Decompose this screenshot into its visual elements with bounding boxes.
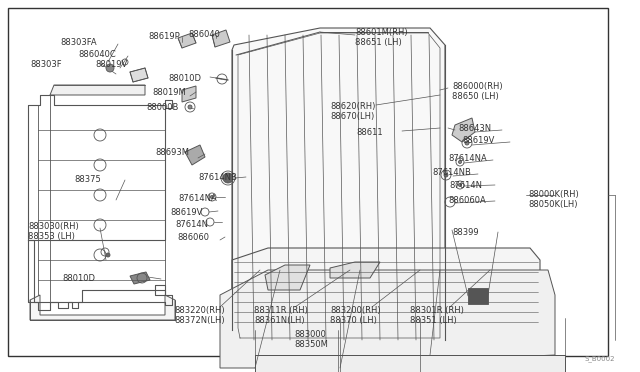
Text: 88311R (RH): 88311R (RH) [254, 306, 308, 315]
Text: 88399: 88399 [452, 228, 479, 237]
Polygon shape [220, 270, 555, 368]
Circle shape [106, 253, 110, 257]
Text: 88303F: 88303F [30, 60, 61, 69]
Circle shape [465, 141, 469, 145]
Text: 88670(LH): 88670(LH) [330, 112, 374, 121]
Text: 88619V: 88619V [170, 208, 202, 217]
Text: 88370 (LH): 88370 (LH) [330, 316, 377, 325]
Text: 88019M: 88019M [152, 88, 186, 97]
Text: 87614N: 87614N [449, 181, 482, 190]
Polygon shape [178, 33, 196, 48]
Polygon shape [265, 265, 310, 290]
Text: 886000(RH): 886000(RH) [452, 82, 502, 91]
Polygon shape [232, 28, 445, 340]
Text: 87614NB: 87614NB [198, 173, 237, 182]
Text: 88601M(RH): 88601M(RH) [355, 28, 408, 37]
Text: 88000B: 88000B [146, 103, 179, 112]
Text: 883030(RH): 883030(RH) [28, 222, 79, 231]
Text: 88375: 88375 [74, 175, 100, 184]
Circle shape [106, 64, 114, 72]
Text: 88619V: 88619V [462, 136, 494, 145]
Text: 88019V: 88019V [95, 60, 127, 69]
Polygon shape [130, 68, 148, 82]
Text: 88353 (LH): 88353 (LH) [28, 232, 75, 241]
Text: 88372N(LH): 88372N(LH) [174, 316, 225, 325]
Text: 88350M: 88350M [294, 340, 328, 349]
Bar [468, 288, 488, 304]
Text: 87614NA: 87614NA [178, 194, 217, 203]
Text: 87614NB: 87614NB [432, 168, 471, 177]
Text: 88619P: 88619P [148, 32, 180, 41]
Text: 883200(RH): 883200(RH) [330, 306, 381, 315]
Polygon shape [330, 262, 380, 278]
Polygon shape [185, 145, 205, 165]
Polygon shape [130, 272, 150, 284]
Circle shape [458, 183, 461, 186]
Polygon shape [50, 85, 145, 95]
Polygon shape [212, 30, 230, 47]
Text: 88650 (LH): 88650 (LH) [452, 92, 499, 101]
Polygon shape [452, 118, 475, 142]
Text: 88010D: 88010D [168, 74, 201, 83]
Polygon shape [232, 318, 540, 355]
Text: 88010D: 88010D [62, 274, 95, 283]
Text: 87614NA: 87614NA [448, 154, 487, 163]
Circle shape [188, 105, 192, 109]
Circle shape [458, 160, 461, 164]
Text: 88651 (LH): 88651 (LH) [355, 38, 402, 47]
Text: 87614N: 87614N [175, 220, 208, 229]
Text: 88693M: 88693M [155, 148, 189, 157]
Text: 88050K(LH): 88050K(LH) [528, 200, 577, 209]
Bar [255, 355, 565, 372]
Text: 886040: 886040 [188, 30, 220, 39]
Text: 88301R (RH): 88301R (RH) [410, 306, 464, 315]
Circle shape [211, 196, 214, 199]
Text: 88620(RH): 88620(RH) [330, 102, 376, 111]
Circle shape [444, 173, 448, 177]
Circle shape [223, 173, 233, 183]
Polygon shape [232, 248, 540, 330]
Text: 88351 (LH): 88351 (LH) [410, 316, 457, 325]
Text: 886060: 886060 [177, 233, 209, 242]
Text: S_B0002: S_B0002 [584, 355, 615, 362]
Text: 88303FA: 88303FA [60, 38, 97, 47]
Text: 883000: 883000 [294, 330, 326, 339]
Text: 88611: 88611 [356, 128, 383, 137]
Text: 88000K(RH): 88000K(RH) [528, 190, 579, 199]
Text: 886060A: 886060A [448, 196, 486, 205]
Text: 88361N(LH): 88361N(LH) [254, 316, 305, 325]
Polygon shape [182, 86, 196, 102]
Text: 88643N: 88643N [458, 124, 491, 133]
Text: 883220(RH): 883220(RH) [174, 306, 225, 315]
Polygon shape [30, 295, 175, 320]
Text: 886040C: 886040C [78, 50, 116, 59]
